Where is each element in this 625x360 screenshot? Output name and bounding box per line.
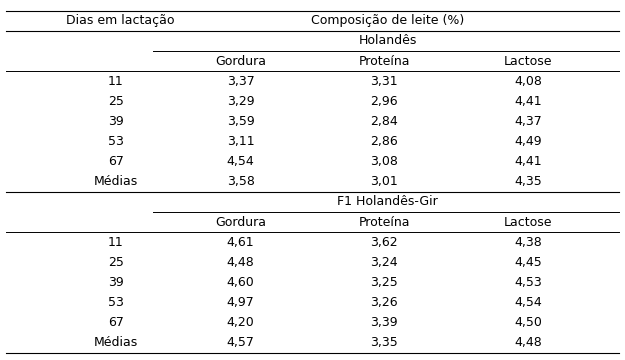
Text: Médias: Médias bbox=[94, 336, 138, 349]
Text: 3,01: 3,01 bbox=[371, 175, 398, 188]
Text: 4,48: 4,48 bbox=[227, 256, 254, 269]
Text: 2,96: 2,96 bbox=[371, 95, 398, 108]
Text: 3,24: 3,24 bbox=[371, 256, 398, 269]
Text: 4,08: 4,08 bbox=[514, 75, 542, 88]
Text: 4,49: 4,49 bbox=[514, 135, 542, 148]
Text: 4,53: 4,53 bbox=[514, 276, 542, 289]
Text: 4,37: 4,37 bbox=[514, 115, 542, 128]
Text: 25: 25 bbox=[107, 95, 124, 108]
Text: 25: 25 bbox=[107, 256, 124, 269]
Text: 4,41: 4,41 bbox=[514, 95, 542, 108]
Text: 3,26: 3,26 bbox=[371, 296, 398, 309]
Text: 39: 39 bbox=[107, 115, 124, 128]
Text: 3,08: 3,08 bbox=[371, 155, 398, 168]
Text: Lactose: Lactose bbox=[504, 55, 552, 68]
Text: 4,54: 4,54 bbox=[227, 155, 254, 168]
Text: 2,84: 2,84 bbox=[371, 115, 398, 128]
Text: Holandês: Holandês bbox=[358, 35, 417, 48]
Text: Dias em lactação: Dias em lactação bbox=[66, 14, 174, 27]
Text: 4,48: 4,48 bbox=[514, 336, 542, 349]
Text: 53: 53 bbox=[107, 135, 124, 148]
Text: 4,60: 4,60 bbox=[227, 276, 254, 289]
Text: 3,39: 3,39 bbox=[371, 316, 398, 329]
Text: 39: 39 bbox=[107, 276, 124, 289]
Text: Gordura: Gordura bbox=[215, 55, 266, 68]
Text: F1 Holandês-Gir: F1 Holandês-Gir bbox=[337, 195, 438, 208]
Text: 3,37: 3,37 bbox=[227, 75, 254, 88]
Text: 11: 11 bbox=[107, 75, 124, 88]
Text: 4,35: 4,35 bbox=[514, 175, 542, 188]
Text: 67: 67 bbox=[107, 316, 124, 329]
Text: Proteína: Proteína bbox=[359, 55, 410, 68]
Text: 4,38: 4,38 bbox=[514, 236, 542, 249]
Text: 4,45: 4,45 bbox=[514, 256, 542, 269]
Text: 4,61: 4,61 bbox=[227, 236, 254, 249]
Text: 53: 53 bbox=[107, 296, 124, 309]
Text: 3,58: 3,58 bbox=[227, 175, 254, 188]
Text: 3,59: 3,59 bbox=[227, 115, 254, 128]
Text: Composição de leite (%): Composição de leite (%) bbox=[311, 14, 464, 27]
Text: 67: 67 bbox=[107, 155, 124, 168]
Text: 4,50: 4,50 bbox=[514, 316, 542, 329]
Text: 4,97: 4,97 bbox=[227, 296, 254, 309]
Text: Proteína: Proteína bbox=[359, 216, 410, 229]
Text: 2,86: 2,86 bbox=[371, 135, 398, 148]
Text: 3,62: 3,62 bbox=[371, 236, 398, 249]
Text: 3,31: 3,31 bbox=[371, 75, 398, 88]
Text: 3,29: 3,29 bbox=[227, 95, 254, 108]
Text: 3,25: 3,25 bbox=[371, 276, 398, 289]
Text: Gordura: Gordura bbox=[215, 216, 266, 229]
Text: 4,41: 4,41 bbox=[514, 155, 542, 168]
Text: 3,35: 3,35 bbox=[371, 336, 398, 349]
Text: 4,54: 4,54 bbox=[514, 296, 542, 309]
Text: 4,20: 4,20 bbox=[227, 316, 254, 329]
Text: 3,11: 3,11 bbox=[227, 135, 254, 148]
Text: 11: 11 bbox=[107, 236, 124, 249]
Text: 4,57: 4,57 bbox=[227, 336, 254, 349]
Text: Lactose: Lactose bbox=[504, 216, 552, 229]
Text: Médias: Médias bbox=[94, 175, 138, 188]
